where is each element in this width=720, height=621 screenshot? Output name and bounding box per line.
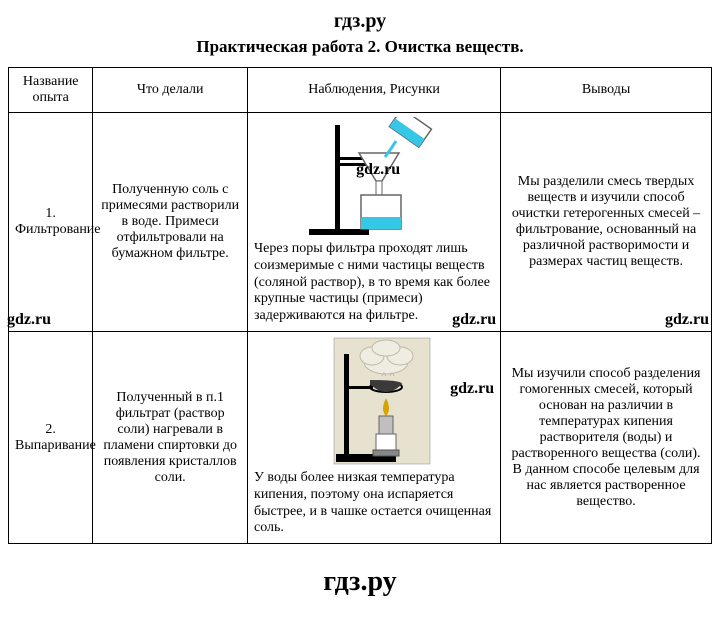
experiment-name: 2. Выпаривание [15,422,96,453]
header-name: Название опыта [9,68,93,113]
experiment-did: Полученную соль с примесями растворили в… [101,182,239,261]
table-row: 1. Фильтрование gdz.ru Полученную соль с… [9,113,712,332]
evaporation-diagram [304,336,444,466]
table-row: 2. Выпаривание Полученный в п.1 фильтрат… [9,331,712,543]
cell-obs-2: gdz.ru У воды более низкая температура к… [248,331,501,543]
watermark: gdz.ru [665,311,709,329]
header-did: Что делали [93,68,248,113]
conclusion-text: Мы изучили способ разделения гомогенных … [512,366,701,509]
site-logo-bottom: гдз.ру [8,566,712,598]
watermark: gdz.ru [7,311,51,329]
cell-obs-1: gdz.ru Через поры фильтра проходят лишь … [248,113,501,332]
experiments-table: Название опыта Что делали Наблюдения, Ри… [8,67,712,544]
experiment-did: Полученный в п.1 фильтрат (раствор соли)… [103,390,237,485]
header-observations: Наблюдения, Рисунки [248,68,501,113]
cell-conclusion-1: Мы разделили смесь твердых веществ и изу… [501,113,712,332]
cell-name-2: 2. Выпаривание [9,331,93,543]
cell-conclusion-2: Мы изучили способ разделения гомогенных … [501,331,712,543]
experiment-name: 1. Фильтрование [15,206,101,237]
page-title: Практическая работа 2. Очистка веществ. [8,37,712,57]
cell-did-2: Полученный в п.1 фильтрат (раствор соли)… [93,331,248,543]
observation-text: У воды более низкая температура кипения,… [254,470,494,537]
header-conclusions: Выводы [501,68,712,113]
table-header-row: Название опыта Что делали Наблюдения, Ри… [9,68,712,113]
site-logo-top: гдз.ру [8,10,712,33]
observation-text: Через поры фильтра проходят лишь соизмер… [254,241,494,325]
conclusion-text: Мы разделили смесь твердых веществ и изу… [512,174,700,269]
filtration-diagram [299,117,449,237]
cell-name-1: 1. Фильтрование gdz.ru [9,113,93,332]
cell-did-1: Полученную соль с примесями растворили в… [93,113,248,332]
